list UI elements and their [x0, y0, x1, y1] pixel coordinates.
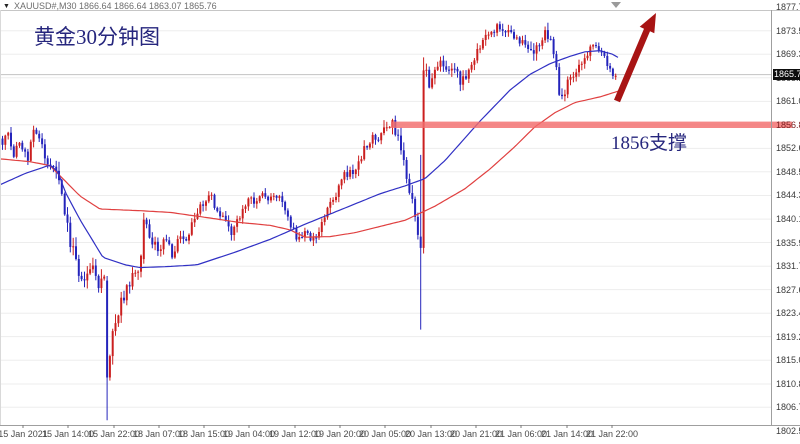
- time-axis-label: 19 Jan 20:00: [313, 429, 367, 439]
- up-arrow[interactable]: [614, 13, 656, 103]
- chart-frame: [0, 10, 800, 426]
- time-axis-label: 15 Jan 22:00: [87, 429, 141, 439]
- price-axis-label: 1802.50: [776, 426, 800, 436]
- price-axis-label: 1856.85: [776, 119, 800, 130]
- price-axis-label: 1831.75: [776, 261, 800, 272]
- price-axis-label: 1835.95: [776, 237, 800, 248]
- price-axis-label: 1806.70: [776, 402, 800, 413]
- slow-ma-line: [1, 90, 619, 238]
- support-line[interactable]: [391, 121, 792, 128]
- price-axis-label: 1861.00: [776, 96, 800, 107]
- price-axis-label: 1873.55: [776, 25, 800, 36]
- fast-ma-line: [1, 50, 619, 269]
- bid-price-badge: 1865.76: [773, 69, 800, 81]
- price-axis-label: 1827.60: [776, 284, 800, 295]
- price-axis[interactable]: 1877.751873.551869.351865.201861.001856.…: [772, 2, 800, 436]
- time-axis-label: 21 Jan 14:00: [540, 429, 594, 439]
- ohlc-header: ▼ XAUUSD#,M30 1866.64 1866.64 1863.07 186…: [3, 1, 217, 11]
- support-annotation: 1856支撑: [611, 133, 688, 154]
- candles: [1, 21, 617, 421]
- grid-lines: [1, 30, 771, 408]
- time-axis-label: 19 Jan 12:00: [268, 429, 322, 439]
- price-axis-label: 1815.05: [776, 355, 800, 366]
- chart-title-annotation: 黄金30分钟图: [34, 25, 160, 49]
- time-axis-label: 18 Jan 15:00: [177, 429, 231, 439]
- time-axis-label: 20 Jan 05:00: [358, 429, 412, 439]
- time-axis-label: 18 Jan 07:00: [132, 429, 186, 439]
- symbol-marker-icon: ▼: [3, 3, 10, 10]
- price-axis-label: 1844.30: [776, 190, 800, 201]
- price-axis-label: 1852.65: [776, 143, 800, 154]
- time-axis-label: 20 Jan 21:00: [449, 429, 503, 439]
- time-axis-label: 15 Jan 14:00: [41, 429, 95, 439]
- price-axis-label: 1877.75: [776, 2, 800, 12]
- price-axis-label: 1840.10: [776, 214, 800, 225]
- time-axis-ticks: [22, 425, 613, 428]
- time-axis-label: 21 Jan 22:00: [585, 429, 639, 439]
- time-axis-label: 15 Jan 2021: [0, 429, 48, 439]
- price-axis-label: 1819.25: [776, 331, 800, 342]
- price-axis-label: 1869.35: [776, 49, 800, 60]
- price-axis-label: 1848.50: [776, 166, 800, 177]
- price-axis-label: 1810.85: [776, 378, 800, 389]
- ohlc-header-text: XAUUSD#,M30 1866.64 1866.64 1863.07 1865…: [13, 1, 217, 11]
- time-axis-label: 21 Jan 06:00: [494, 429, 548, 439]
- price-axis-label: 1823.40: [776, 308, 800, 319]
- time-axis-label: 19 Jan 04:00: [222, 429, 276, 439]
- chart-shift-marker-icon: [611, 2, 621, 8]
- time-axis[interactable]: 15 Jan 2021 15 Jan 14:00 15 Jan 22:00 18 Ja…: [0, 425, 800, 444]
- time-axis-label: 20 Jan 13:00: [404, 429, 458, 439]
